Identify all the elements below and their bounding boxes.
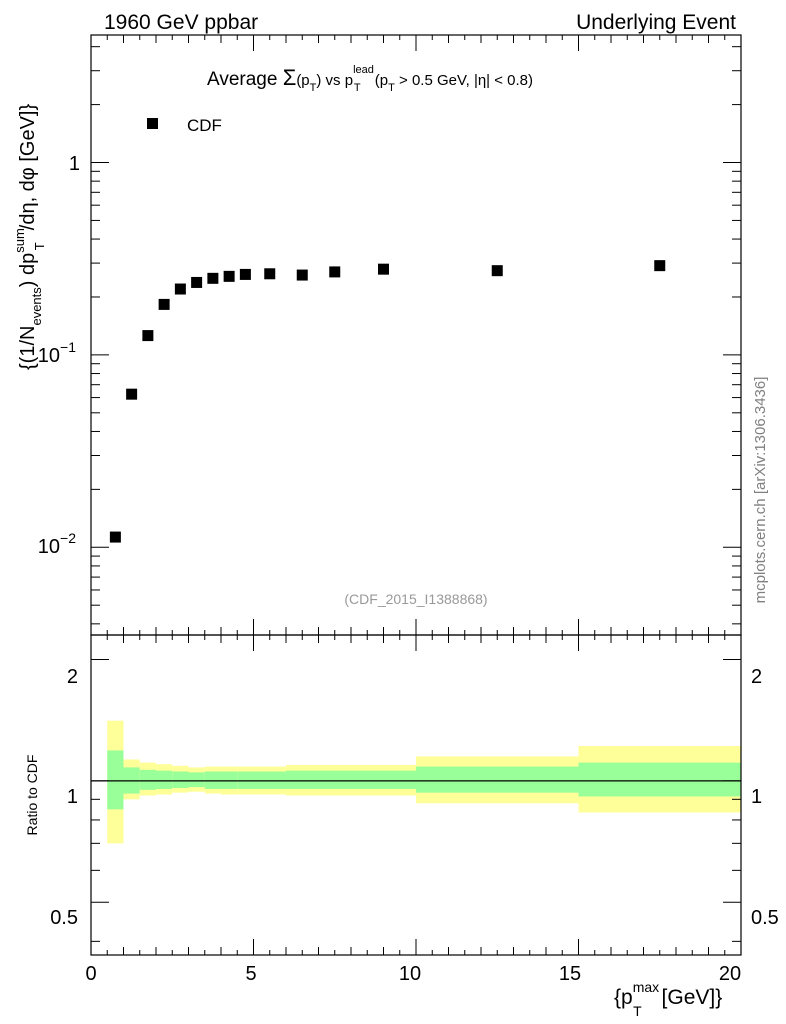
xlabel-a: {p (614, 986, 633, 1009)
data-point (296, 269, 308, 281)
axis-ticks (90, 35, 742, 955)
ylabel-b: ) dp (17, 253, 39, 287)
title-vs: vs p (321, 72, 353, 89)
ytick-label-0.1: 10−1 (38, 339, 76, 367)
data-point (142, 330, 154, 342)
ratio-ytick-0.5-right: 0.5 (751, 907, 779, 929)
ratio-bands (107, 720, 741, 844)
legend-label: CDF (187, 116, 222, 135)
ratio-ytick-1: 1 (67, 786, 78, 808)
title-cut-open: (p (371, 72, 389, 89)
title-lead-sup: lead (353, 64, 374, 76)
ratio-ytick-1-right: 1 (751, 786, 762, 808)
ratio-band-inner-9 (253, 771, 286, 789)
side-label: mcplots.cern.ch [arXiv:1306.3436] (752, 377, 769, 604)
data-point (207, 272, 219, 284)
ylabel-c: /dη, dφ [GeV]} (17, 104, 39, 231)
header-left: 1960 GeV ppbar (104, 11, 258, 34)
ratio-band-inner-3 (156, 770, 173, 789)
ratio-ytick-2-right: 2 (751, 666, 762, 688)
xtick-15: 15 (559, 963, 581, 985)
ylabel-a-sub: events (29, 287, 44, 326)
ratio-band-inner-8 (237, 771, 254, 789)
data-point (239, 268, 251, 280)
ylabel-a: {(1/N (17, 326, 39, 370)
xlabel-b: [GeV]} (656, 986, 723, 1009)
ratio-band-inner-10 (286, 770, 319, 789)
title-sigma: Σ (283, 65, 297, 90)
ytick-label-1: 1 (69, 153, 80, 175)
ratio-band-inner-2 (139, 769, 156, 790)
legend-marker (147, 118, 158, 129)
data-markers (109, 260, 666, 543)
ratio-ytick-0.5: 0.5 (50, 907, 78, 929)
x-axis-label: {pmax T [GeV]} (614, 979, 722, 1019)
ratio-band-inner-14 (578, 762, 741, 797)
ratio-ytick-2: 2 (67, 666, 78, 688)
data-point (158, 298, 170, 310)
y-axis-label: {(1/Nevents) dpsum T/dη, dφ [GeV]} (12, 104, 47, 370)
xlabel-sub: T (633, 1003, 642, 1019)
ratio-y-axis-label: Ratio to CDF (24, 755, 40, 836)
xtick-0: 0 (85, 963, 96, 985)
title-p1-close: ) (316, 72, 321, 89)
ytick-0.1-base: 10 (38, 345, 60, 367)
ratio-band-inner-7 (221, 771, 238, 789)
data-point (654, 260, 666, 272)
title-p1-sub: T (310, 82, 317, 94)
xlabel-sup: max (633, 979, 659, 995)
data-point (491, 265, 503, 277)
title-lead-sub: T (354, 82, 361, 94)
data-point (109, 531, 121, 543)
ylabel-b-sup: sum (12, 228, 27, 253)
ratio-band-inner-0 (107, 750, 124, 810)
ytick-0.1-exp: −1 (60, 339, 76, 355)
data-point (378, 263, 389, 275)
data-point (191, 276, 203, 288)
analysis-id: (CDF_2015_I1388868) (344, 591, 487, 607)
data-point (174, 283, 186, 295)
ratio-band-inner-6 (204, 771, 221, 789)
ratio-band-inner-4 (172, 771, 189, 789)
plot-title: Average Σ(pT) vs plead T (pT > 0.5 GeV, |… (207, 64, 533, 94)
xtick-10: 10 (399, 963, 421, 985)
data-point (223, 270, 235, 282)
ratio-band-inner-13 (416, 766, 579, 793)
data-point (126, 388, 138, 400)
xtick-5: 5 (245, 963, 256, 985)
ylabel-b-sub: T (32, 242, 47, 250)
header-right: Underlying Event (576, 11, 736, 34)
ratio-band-inner-12 (351, 770, 416, 789)
data-point (264, 268, 276, 280)
title-prefix: Average (207, 69, 283, 90)
data-point (329, 266, 341, 278)
ytick-0.01-exp: −2 (60, 530, 76, 546)
ytick-label-0.01: 10−2 (38, 530, 76, 558)
ratio-band-inner-11 (318, 770, 351, 789)
xtick-20: 20 (719, 963, 741, 985)
title-cut-sub: T (388, 82, 395, 94)
ratio-band-inner-5 (188, 772, 205, 788)
title-cut-rest: > 0.5 GeV, |η| < 0.8) (395, 72, 533, 89)
ytick-0.01-base: 10 (38, 536, 60, 558)
title-p1: (p (296, 72, 309, 89)
